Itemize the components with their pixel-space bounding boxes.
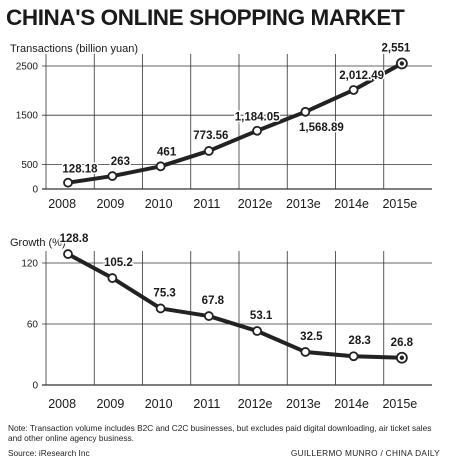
source-text: Source: iResearch Inc [8, 448, 90, 458]
data-point-center [399, 355, 405, 360]
data-label: 773.56 [193, 130, 228, 142]
data-point [300, 347, 311, 357]
y-tick-label: 1500 [16, 111, 39, 122]
x-tick-label: 2012e [238, 397, 273, 411]
series-line [66, 61, 404, 185]
data-label: 128.18 [62, 164, 98, 176]
data-label: 105.2 [104, 257, 133, 269]
data-point [107, 273, 118, 283]
data-label: 32.5 [300, 331, 323, 343]
page-title: CHINA'S ONLINE SHOPPING MARKET [6, 5, 405, 30]
y-tick-label: 2500 [16, 62, 39, 73]
y-axis-label: Growth (%) [10, 237, 66, 249]
data-label: 1,184.05 [235, 112, 280, 124]
data-point [203, 146, 214, 156]
data-label: 2,551 [381, 42, 410, 54]
data-label: 53.1 [250, 310, 273, 322]
y-tick-label: 0 [32, 185, 38, 196]
y-tick-label: 60 [27, 320, 39, 331]
data-point [63, 249, 73, 259]
y-tick-label: 120 [21, 259, 38, 270]
data-point [300, 106, 311, 117]
x-tick-label: 2014e [334, 397, 369, 411]
data-label: 2,012.49 [339, 70, 384, 82]
data-point [348, 351, 359, 362]
x-tick-label: 2009 [96, 397, 124, 411]
x-tick-label: 2014e [334, 197, 369, 211]
data-point [203, 311, 214, 321]
y-tick-label: 0 [32, 381, 38, 392]
data-point [252, 125, 263, 136]
data-label: 75.3 [153, 287, 175, 299]
y-axis-label: Transactions (billion yuan) [10, 43, 138, 55]
x-tick-label: 2015e [382, 197, 417, 211]
data-label: 1,568.89 [299, 122, 344, 134]
x-tick-label: 2008 [48, 397, 76, 411]
data-point-center [399, 61, 405, 66]
x-tick-label: 2008 [48, 197, 76, 211]
data-label: 67.8 [202, 295, 225, 307]
x-tick-label: 2010 [145, 397, 173, 411]
footnote: Note: Transaction volume includes B2C an… [8, 423, 432, 443]
x-tick-label: 2010 [145, 197, 173, 211]
data-label: 461 [157, 146, 177, 158]
data-label: 28.3 [348, 335, 370, 347]
data-label: 26.8 [391, 337, 414, 349]
data-point [107, 171, 118, 181]
series-line [66, 252, 404, 360]
x-tick-label: 2013e [286, 197, 321, 211]
data-point [155, 303, 166, 314]
transactions-chart: Transactions (billion yuan) 0 500 1500 2500 2… [10, 41, 432, 211]
x-tick-label: 2013e [286, 397, 321, 411]
x-tick-label: 2009 [96, 197, 124, 211]
x-tick-label: 2012e [238, 197, 273, 211]
data-point [348, 85, 359, 95]
data-point [252, 326, 263, 336]
credit-text: GUILLERMO MUNRO / CHINA DAILY [290, 448, 440, 458]
data-point [63, 177, 73, 188]
footer: Source: iResearch Inc GUILLERMO MUNRO / … [8, 448, 440, 460]
x-tick-label: 2015e [382, 397, 417, 411]
growth-chart: Growth (%) 0 60 120 2008 2009 2010 2011 2012e 201… [10, 232, 432, 411]
x-tick-label: 2011 [193, 197, 220, 211]
y-tick-label: 500 [21, 160, 38, 171]
x-tick-label: 2011 [193, 397, 220, 411]
data-point [155, 161, 166, 172]
data-label: 263 [111, 156, 130, 168]
data-label: 128.8 [60, 233, 89, 245]
